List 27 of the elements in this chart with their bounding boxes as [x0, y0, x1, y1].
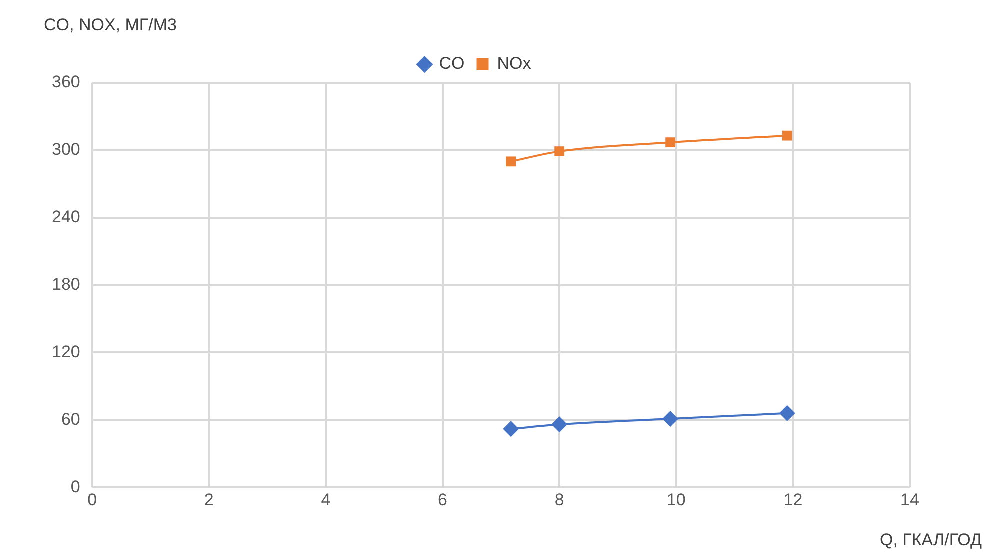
point: [779, 405, 796, 422]
y-tick-label: 60: [61, 410, 80, 429]
x-tick-label: 0: [88, 490, 98, 510]
x-tick-label: 2: [204, 490, 214, 510]
y-tick-label: 120: [52, 342, 80, 362]
y-axis-title: CO, NOX, МГ/М3: [44, 16, 177, 35]
point: [662, 411, 679, 428]
x-axis-title: Q, ГКАЛ/ГОД: [880, 530, 982, 550]
x-tick-label: 10: [666, 490, 686, 510]
y-tick-label: 360: [52, 72, 80, 92]
y-tick-label: 240: [52, 208, 80, 227]
point: [552, 416, 568, 433]
x-tick-label: 12: [784, 490, 803, 510]
x-tick-label: 8: [554, 490, 564, 510]
y-tick-label: 180: [52, 274, 80, 294]
point: [506, 156, 516, 167]
point: [503, 421, 520, 438]
y-tick-label: 300: [52, 140, 80, 160]
point: [782, 130, 792, 141]
legend-label: CO: [439, 54, 465, 74]
x-tick-label: 6: [438, 490, 448, 510]
point: [554, 146, 565, 157]
x-tick-label: 14: [900, 490, 920, 510]
legend-label: NOx: [497, 54, 532, 74]
point: [666, 138, 676, 148]
x-tick-label: 4: [321, 490, 331, 510]
y-tick-label: 0: [70, 477, 80, 496]
